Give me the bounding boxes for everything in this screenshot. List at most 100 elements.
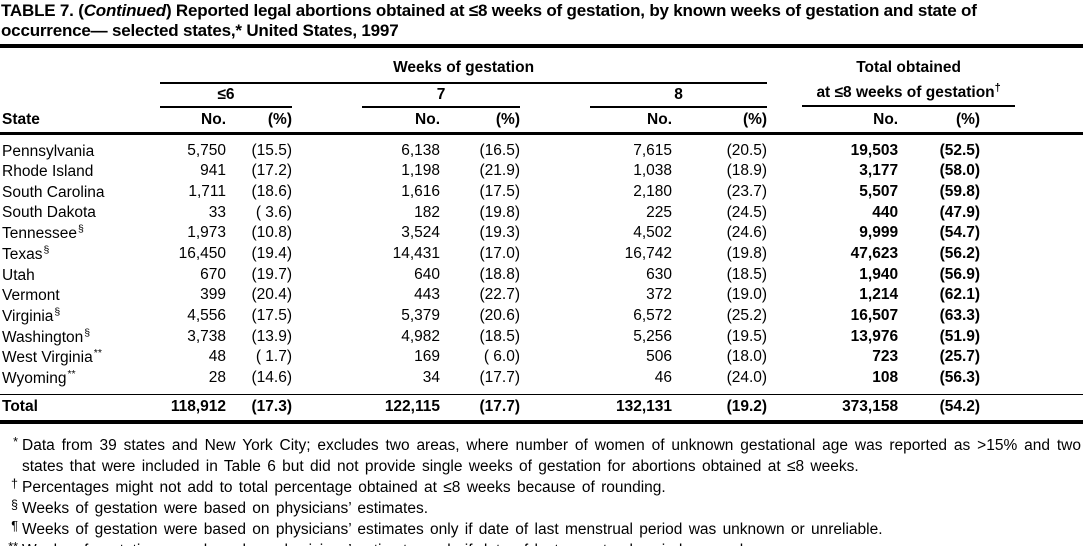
cell-no-8: 4,502 <box>633 224 672 242</box>
spacer-cell <box>520 368 590 395</box>
spacer-cell <box>980 182 1083 203</box>
spacer-cell <box>292 326 362 347</box>
cell-no-7: 5,379 <box>401 306 440 324</box>
header-row-week-values: ≤6 7 8 <box>0 83 1083 109</box>
footnote-marker: ¶ <box>11 518 18 533</box>
cell-total-no: 19,503 <box>850 141 899 159</box>
table-row: Washington§ 3,738 (13.9) 4,982 (18.5) 5,… <box>0 326 1083 347</box>
total-row: Total 118,912 (17.3) 122,115 (17.7) 132,… <box>0 393 1083 424</box>
state-name: South Dakota <box>0 202 160 223</box>
state-label: Wyoming <box>2 369 67 387</box>
spacer-cell <box>520 244 590 265</box>
header-spacer <box>767 107 818 135</box>
spacer-cell <box>980 326 1083 347</box>
dagger-footnote-marker: † <box>994 82 1001 94</box>
spacer-cell <box>520 133 590 161</box>
state-footnote-marker: § <box>77 223 84 236</box>
spacer-cell <box>980 368 1083 395</box>
state-name: Utah <box>0 264 160 285</box>
state-label: Tennessee <box>2 225 77 243</box>
cell-no-le6: 48 <box>208 348 226 366</box>
spacer-cell <box>767 133 817 161</box>
state-name: Washington§ <box>0 326 160 347</box>
state-name: Pennsylvania <box>0 133 160 161</box>
cell-total-no: 47,623 <box>850 244 899 262</box>
spacer-cell <box>980 285 1083 306</box>
cell-pct-8: (19.2) <box>672 393 768 424</box>
footnote-marker: * <box>13 434 18 449</box>
table-row: Vermont 399 (20.4) 443 (22.7) 372 (19.0)… <box>0 285 1083 306</box>
cell-no-8: 630 <box>646 265 672 283</box>
cell-total-no: 9,999 <box>859 224 899 242</box>
table-body: Pennsylvania 5,750 (15.5) 6,138 (16.5) 7… <box>0 133 1083 424</box>
cell-no-7: 640 <box>414 265 440 283</box>
footnote-text: Weeks of gestation were based on physici… <box>22 520 883 538</box>
state-label: South Carolina <box>2 183 105 201</box>
table-row: Utah 670 (19.7) 640 (18.8) 630 (18.5) 1,… <box>0 264 1083 285</box>
footnote-marker: § <box>11 497 18 512</box>
footnote-text: Percentages might not add to total perce… <box>22 478 666 496</box>
cell-no-8: 1,038 <box>633 162 672 180</box>
total-header-line1: Total obtained <box>856 59 961 76</box>
spacer-cell <box>520 393 590 424</box>
footnote-pilcrow: ¶ Weeks of gestation were based on physi… <box>0 519 1083 540</box>
spacer-cell <box>520 202 590 223</box>
spacer-cell <box>292 202 362 223</box>
cell-pct-7: (21.9) <box>479 162 521 180</box>
cell-pct-7: (16.5) <box>479 141 521 159</box>
state-footnote-marker: ** <box>67 367 76 380</box>
cell-pct-7: (17.7) <box>479 368 521 386</box>
state-label: Rhode Island <box>2 163 94 181</box>
state-name: Virginia§ <box>0 306 160 327</box>
title-divider <box>0 44 1083 48</box>
cell-total-pct: (54.2) <box>898 393 981 424</box>
cell-no-7: 182 <box>414 203 440 221</box>
title-continued: Continued <box>83 1 166 20</box>
column-header-no: No. <box>362 107 440 135</box>
spacer-cell <box>980 393 1083 424</box>
total-header-line2-text: at ≤8 weeks of gestation <box>816 84 995 102</box>
header-row-groups: State Weeks of gestation Total obtained … <box>0 56 1083 135</box>
cell-total-pct: (56.9) <box>939 265 981 283</box>
state-name: Vermont <box>0 285 160 306</box>
spacer-cell <box>767 306 817 327</box>
footnotes: * Data from 39 states and New York City;… <box>0 435 1083 546</box>
cell-no-le6: 1,973 <box>187 224 226 242</box>
footnote-marker: ** <box>0 537 22 546</box>
cell-no-7: 122,115 <box>362 393 440 424</box>
spacer-cell <box>292 161 362 182</box>
table-row: Virginia§ 4,556 (17.5) 5,379 (20.6) 6,57… <box>0 306 1083 327</box>
state-label: South Dakota <box>2 204 96 222</box>
total-header-line2: at ≤8 weeks of gestation† <box>802 78 1015 103</box>
spacer-cell <box>520 264 590 285</box>
spacer-cell <box>767 264 817 285</box>
cell-total-pct: (58.0) <box>939 162 981 180</box>
table-row: Texas§ 16,450 (19.4) 14,431 (17.0) 16,74… <box>0 244 1083 265</box>
title-part1: TABLE 7. ( <box>1 1 84 20</box>
spacer-cell <box>292 244 362 265</box>
spacer-cell <box>767 347 817 368</box>
title-part2: ) Reported legal abortions obtained at ≤… <box>165 1 977 20</box>
spacer-cell <box>980 244 1083 265</box>
total-header-block: Total obtained at ≤8 weeks of gestation† <box>802 57 1016 108</box>
spacer-cell <box>292 285 362 306</box>
state-name: Tennessee§ <box>0 223 160 244</box>
cell-pct-le6: (18.6) <box>251 182 293 200</box>
cell-no-le6: 399 <box>200 286 226 304</box>
cell-total-no: 108 <box>872 368 899 386</box>
cell-no-le6: 670 <box>200 265 226 283</box>
header-spacer <box>980 107 1083 135</box>
cell-no-7: 6,138 <box>401 141 440 159</box>
cell-pct-8: (18.9) <box>726 162 768 180</box>
spacer-cell <box>980 223 1083 244</box>
cell-pct-8: (24.0) <box>726 368 768 386</box>
cell-pct-7: (20.6) <box>479 306 521 324</box>
total-label: Total <box>0 393 160 424</box>
cell-total-no: 1,940 <box>859 265 899 283</box>
cell-no-le6: 1,711 <box>188 182 226 200</box>
state-footnote-marker: § <box>43 243 50 256</box>
cell-pct-7: (17.0) <box>479 244 521 262</box>
column-header-pct: (%) <box>226 107 292 135</box>
spacer-cell <box>767 393 818 424</box>
